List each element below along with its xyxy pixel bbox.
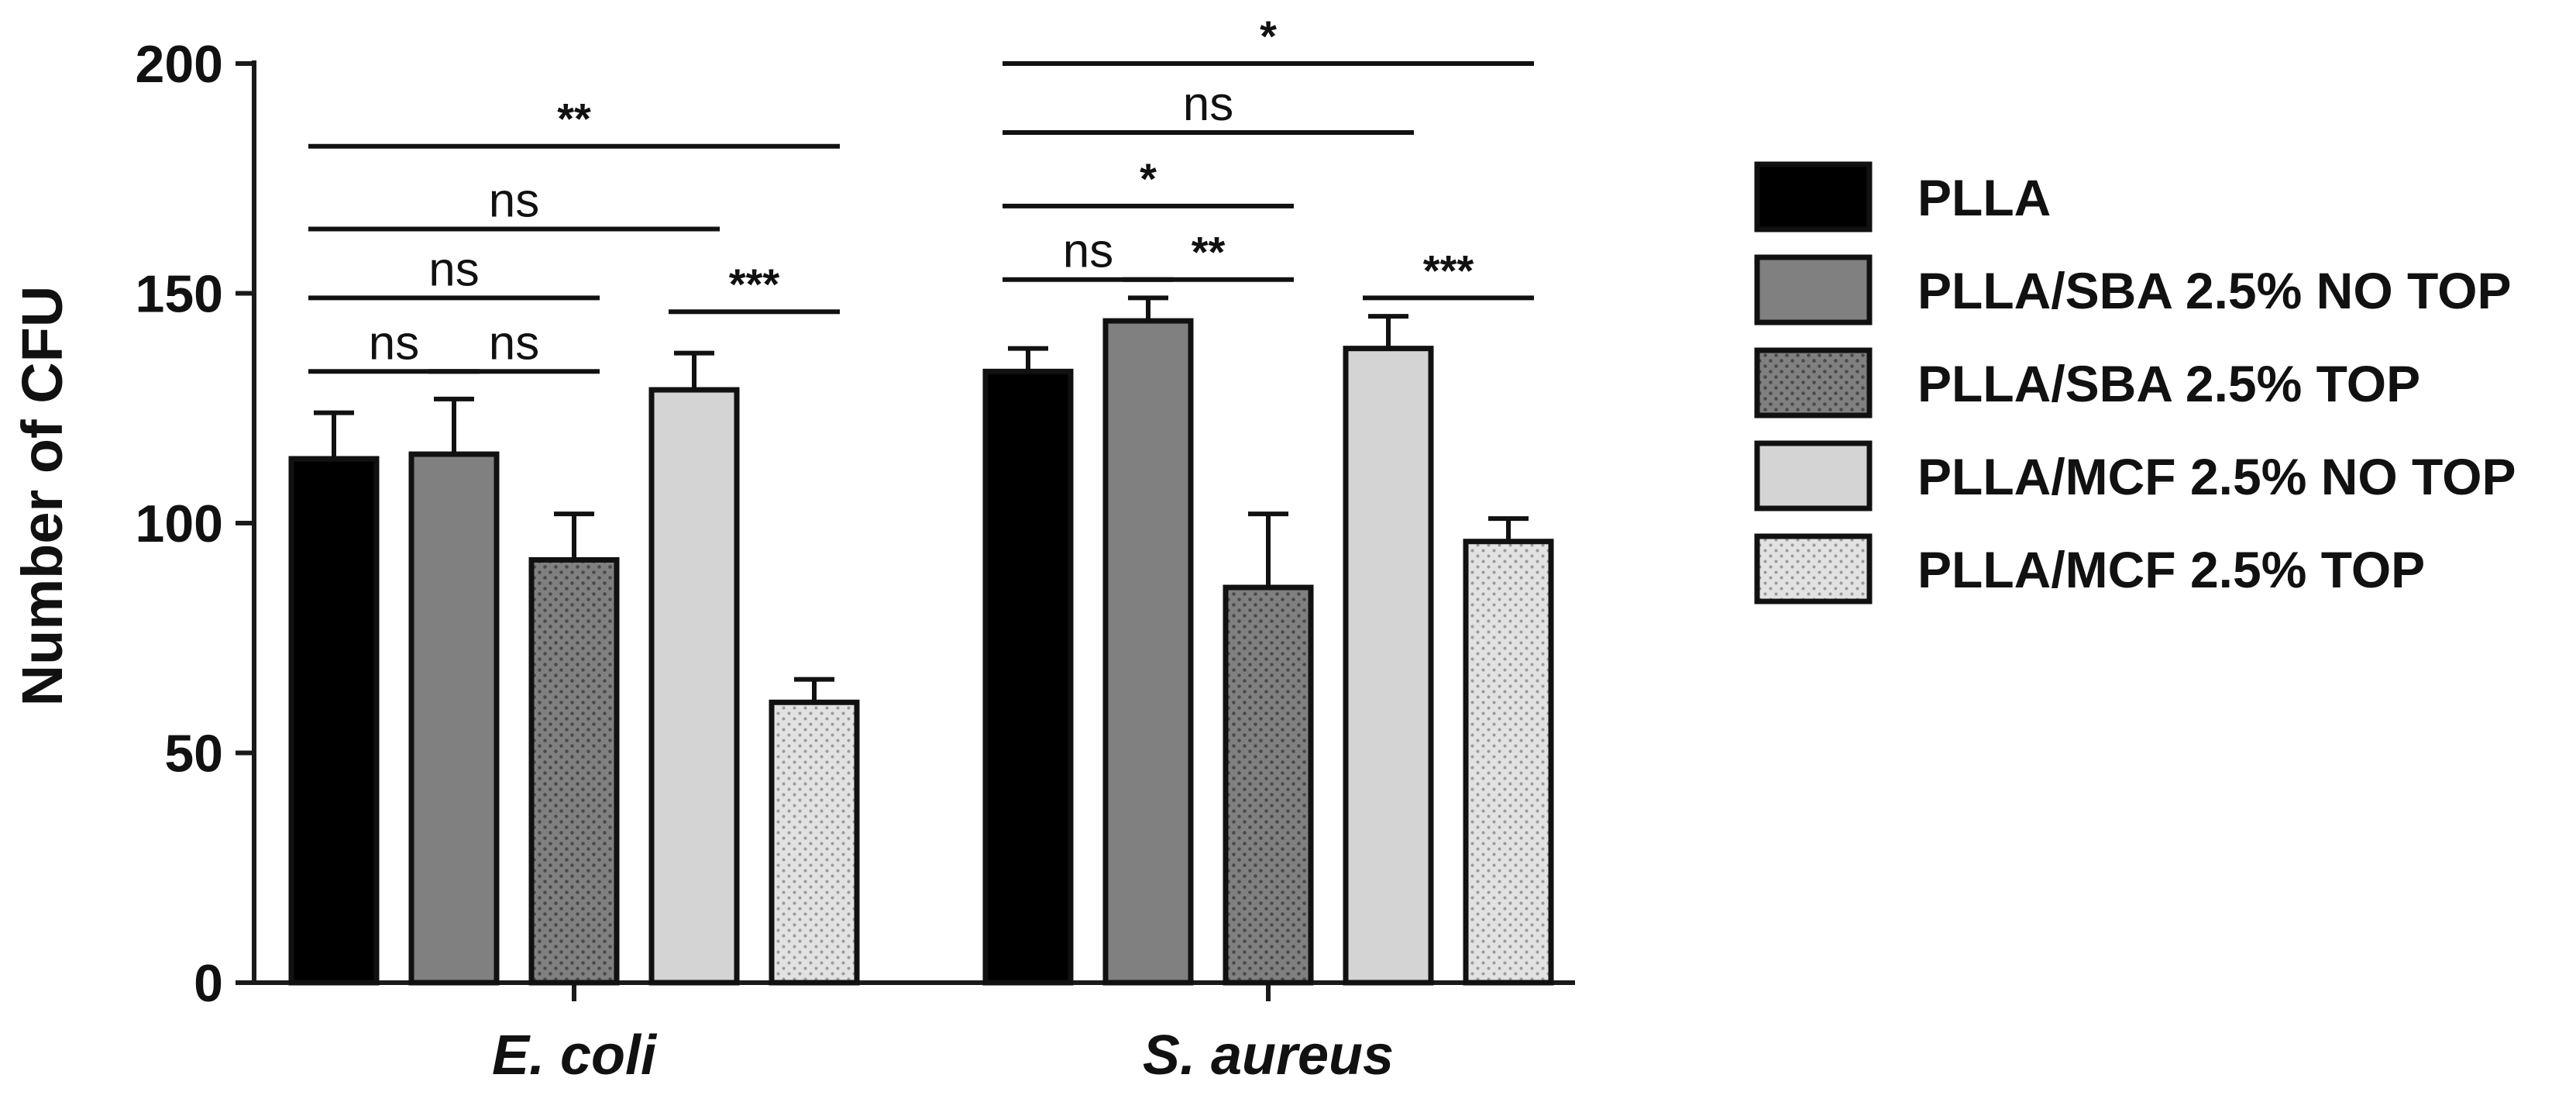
y-tick-label: 100: [136, 494, 223, 553]
y-tick-label: 50: [164, 725, 223, 784]
y-axis-label: Number of CFU: [10, 286, 74, 707]
legend-label-plla: PLLA: [1917, 169, 2051, 226]
y-tick-label: 0: [194, 954, 223, 1013]
legend-label-plla-sba-2-5-no-top: PLLA/SBA 2.5% NO TOP: [1917, 262, 2511, 319]
y-tick-label: 200: [136, 35, 223, 94]
bar-e-coli-plla: [288, 456, 380, 986]
bar-s-aureus-plla-sba-2-5-no-top: [1102, 318, 1194, 986]
legend-label-plla-mcf-2-5-no-top: PLLA/MCF 2.5% NO TOP: [1917, 448, 2516, 505]
significance-label: ***: [1423, 246, 1474, 294]
y-tick-label: 150: [136, 265, 223, 324]
legend-swatch-plla-sba-2-5-top: [1754, 347, 1873, 418]
bar-s-aureus-plla-sba-2-5-top: [1223, 584, 1314, 986]
legend-label-plla-mcf-2-5-top: PLLA/MCF 2.5% TOP: [1917, 541, 2425, 598]
significance-label: ns: [428, 243, 479, 296]
category-label-s-aureus: S. aureus: [1143, 1025, 1394, 1087]
axes-layer: 0 50 100 150 200 E. coli S. aureus: [136, 35, 1575, 1087]
significance-label: **: [557, 95, 591, 143]
significance-label: ns: [489, 174, 539, 227]
significance-label: ns: [1183, 77, 1233, 131]
bar-e-coli-plla-sba-2-5-no-top: [408, 451, 500, 986]
legend-swatch-plla-sba-2-5-no-top: [1754, 254, 1873, 325]
significance-label: *: [1260, 12, 1277, 60]
legend-label-plla-sba-2-5-top: PLLA/SBA 2.5% TOP: [1917, 355, 2420, 412]
legend-swatch-plla-mcf-2-5-top: [1754, 533, 1873, 604]
significance-label: ns: [369, 316, 419, 370]
significance-label: **: [1192, 228, 1226, 277]
category-label-e-coli: E. coli: [492, 1025, 658, 1087]
significance-label: ns: [1063, 225, 1113, 278]
legend-swatch-plla: [1754, 161, 1873, 232]
bar-e-coli-plla-mcf-2-5-top: [769, 699, 860, 986]
bar-s-aureus-plla: [982, 368, 1074, 986]
legend-swatch-plla-mcf-2-5-no-top: [1754, 440, 1873, 511]
significance-label: ***: [729, 260, 780, 308]
bar-e-coli-plla-sba-2-5-top: [528, 556, 620, 986]
legend: PLLA PLLA/SBA 2.5% NO TOP PLLA/SBA 2.5% TO…: [1754, 161, 2516, 604]
bar-s-aureus-plla-mcf-2-5-top: [1463, 539, 1554, 986]
bars-layer: [288, 295, 1554, 986]
bar-s-aureus-plla-mcf-2-5-no-top: [1343, 346, 1434, 986]
bar-e-coli-plla-mcf-2-5-no-top: [648, 387, 740, 986]
significance-label: *: [1140, 154, 1157, 203]
significance-label: ns: [489, 316, 539, 370]
